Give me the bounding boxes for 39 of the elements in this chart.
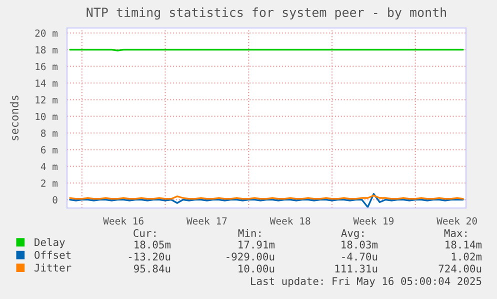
text: 1.02m xyxy=(452,252,482,261)
text: -4.70u xyxy=(342,252,378,261)
chart-title: NTP timing statistics for system peer - by month xyxy=(86,7,446,20)
x-tick-label: Week 17 xyxy=(186,217,227,225)
text: Cur: xyxy=(134,229,156,238)
text: Max: xyxy=(444,229,466,238)
y-tick-label: 10 m xyxy=(36,112,58,120)
legend-label: Delay xyxy=(34,238,65,248)
text: Last update: Fri May 16 05:00:04 2025 xyxy=(251,276,482,288)
y-tick-label: 8 m xyxy=(41,130,58,137)
x-tick-label: Week 18 xyxy=(270,217,310,225)
text: 18.05m xyxy=(134,240,171,249)
y-tick-label: 0 xyxy=(52,196,58,204)
text: 18.03m xyxy=(342,240,378,249)
y-tick-label: 6 m xyxy=(41,146,58,154)
legend-label: Offset xyxy=(34,250,71,259)
y-tick-label: 4 m xyxy=(40,162,58,170)
y-tick-label: 18 m xyxy=(36,46,58,54)
text: -929.00u xyxy=(226,252,274,261)
y-tick-label: 20 m xyxy=(35,30,58,37)
text: 111.31u xyxy=(335,264,378,273)
y-tick-label: 2 m xyxy=(41,180,58,187)
y-tick-label: 14 m xyxy=(36,80,58,87)
y-axis-title: seconds xyxy=(10,96,19,140)
text: 18.14m xyxy=(446,240,482,249)
text: -13.20u xyxy=(128,252,170,261)
x-tick-label: Week 20 xyxy=(436,217,477,225)
text: 10.00u xyxy=(238,264,274,273)
legend-label: Jitter xyxy=(34,264,72,272)
text: 724.00u xyxy=(438,264,482,273)
x-tick-label: Week 16 xyxy=(103,217,144,225)
text: 17.91m xyxy=(238,240,275,249)
y-tick-label: 16 m xyxy=(36,62,58,70)
text: Min: xyxy=(238,228,260,237)
line-series xyxy=(69,193,464,208)
text: 95.84u xyxy=(134,264,170,273)
text: Avg: xyxy=(341,229,364,240)
x-tick-label: Week 19 xyxy=(353,217,394,225)
y-tick-label: 12 m xyxy=(36,96,58,104)
